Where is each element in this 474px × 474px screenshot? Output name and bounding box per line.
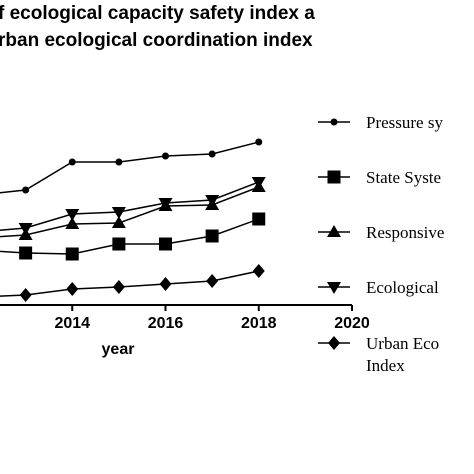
marker <box>158 198 173 210</box>
marker <box>327 282 341 294</box>
marker <box>205 195 220 207</box>
marker <box>68 158 76 166</box>
x-tick-label: 2016 <box>148 315 184 332</box>
chart-title: rban ecological coordination index <box>0 30 313 51</box>
legend-label: Ecological <box>366 278 439 297</box>
x-axis-label: year <box>102 341 135 358</box>
marker <box>327 170 341 184</box>
marker <box>206 274 219 288</box>
marker <box>65 209 80 221</box>
marker <box>22 186 30 194</box>
marker <box>19 246 33 260</box>
series-line <box>0 186 260 238</box>
marker <box>159 277 172 291</box>
marker <box>328 336 340 350</box>
chart-title: f ecological capacity safety index a <box>0 3 315 24</box>
marker <box>252 264 265 278</box>
marker <box>18 223 33 235</box>
marker <box>162 152 169 160</box>
marker <box>115 158 123 166</box>
marker <box>159 237 172 251</box>
x-tick-label: 2020 <box>334 315 370 332</box>
marker <box>112 237 126 251</box>
series-line <box>0 270 259 297</box>
marker <box>208 150 216 158</box>
marker <box>66 282 79 296</box>
marker <box>111 216 126 228</box>
marker <box>65 247 79 261</box>
marker <box>19 288 32 302</box>
legend-label: Urban Eco <box>366 334 439 353</box>
marker <box>255 138 263 146</box>
marker <box>327 225 341 237</box>
marker <box>205 229 219 243</box>
marker <box>251 177 266 189</box>
marker <box>112 280 125 294</box>
series-line <box>0 141 259 194</box>
legend-label: Responsive <box>366 223 444 242</box>
legend-label: Pressure sy <box>366 113 443 132</box>
legend-label: Index <box>366 356 405 375</box>
marker <box>111 207 126 219</box>
series-line <box>0 181 260 231</box>
x-tick-label: 2014 <box>54 315 90 332</box>
x-tick-label: 2018 <box>241 315 277 332</box>
legend-label: State Syste <box>366 168 441 187</box>
marker <box>65 217 80 229</box>
marker <box>330 118 338 126</box>
marker <box>252 212 266 226</box>
